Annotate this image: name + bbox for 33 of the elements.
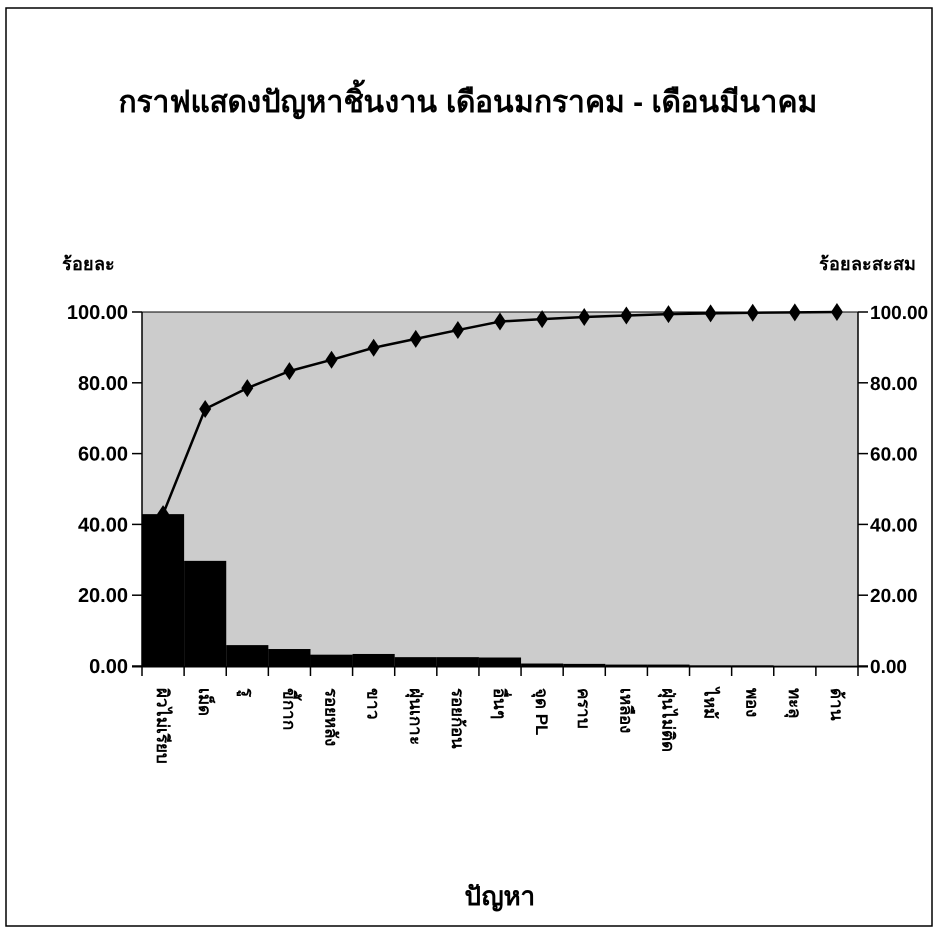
x-tick-label: เม็ด: [195, 688, 218, 716]
y-tick-label: 40.00: [78, 514, 128, 536]
y-tick-label: 100.00: [66, 302, 128, 324]
y2-tick-label: 80.00: [870, 374, 918, 395]
y2-tick-label: 100.00: [870, 303, 928, 324]
x-tick-label: พอง: [742, 688, 762, 717]
x-tick-label: เหลือง: [616, 688, 636, 733]
y2-tick-label: 40.00: [870, 515, 918, 536]
x-tick-label: ด้าน: [826, 688, 846, 721]
x-tick-label: อื่นๆ: [490, 688, 512, 719]
x-tick-label: ทะลุ: [784, 688, 804, 718]
y-tick-label: 80.00: [78, 372, 128, 395]
y2-axis-title: ร้อยละสะสม: [819, 254, 916, 274]
x-tick-label: รู: [235, 688, 256, 698]
y-tick-label: 0.00: [89, 656, 128, 678]
x-tick-label: ไหม้: [700, 686, 721, 719]
y2-tick-label: 20.00: [870, 586, 918, 608]
x-tick-label: ฝุ่นเกาะ: [404, 688, 425, 745]
x-tick-label: คราบ: [574, 688, 594, 729]
x-tick-label: ขี้กาก: [279, 688, 302, 730]
x-tick-label: รอยหลัง: [322, 688, 341, 746]
x-tick-label: รอยก้อน: [448, 688, 467, 749]
x-tick-label: จุด PL: [531, 688, 552, 736]
y-tick-label: 60.00: [78, 444, 128, 466]
y-tick-label: 20.00: [78, 585, 128, 608]
x-tick-label: ผิวไม่เรียบ: [153, 688, 174, 764]
x-tick-label: ฝุ่นไม่ติด: [657, 688, 678, 752]
y-axis-title: ร้อยละ: [62, 254, 115, 274]
y2-tick-label: 0.00: [870, 657, 907, 678]
x-tick-label: ขาว: [364, 688, 383, 720]
x-axis-title: ปัญหา: [464, 881, 536, 912]
y2-tick-label: 60.00: [870, 444, 918, 466]
chart-title: กราฟแสดงปัญหาชิ้นงาน เดือนมกราคม - เดือนมีนาคม: [118, 79, 818, 120]
